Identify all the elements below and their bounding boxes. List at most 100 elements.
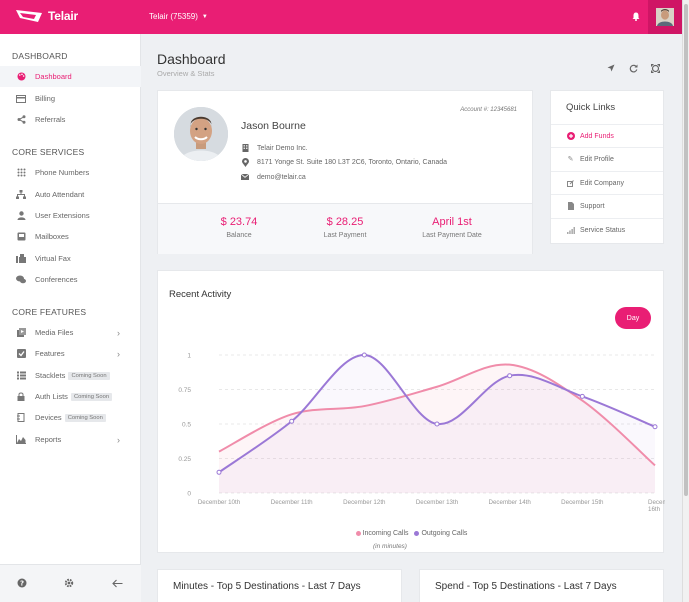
chevron-right-icon: › bbox=[117, 327, 120, 338]
sidebar-item-referrals[interactable]: Referrals bbox=[0, 109, 141, 130]
map-marker-icon bbox=[241, 157, 249, 167]
activity-chart: 0 0.25 0.5 0.75 1 December 10th December 11th D… bbox=[178, 352, 665, 513]
spend-destinations-card: Spend - Top 5 Destinations - Last 7 Days bbox=[419, 569, 664, 602]
sidebar-item-user-extensions[interactable]: User Extensions bbox=[0, 205, 141, 226]
caret-down-icon: ▼ bbox=[201, 13, 208, 20]
recent-activity-title: Recent Activity bbox=[169, 289, 232, 300]
legend-item-incoming[interactable]: Incoming Calls bbox=[355, 530, 409, 537]
data-point bbox=[361, 352, 367, 358]
x-tick-label: December 12th bbox=[343, 499, 386, 506]
quick-link-add-funds[interactable]: Add Funds bbox=[551, 124, 663, 147]
stat-value: $ 28.25 bbox=[326, 216, 364, 228]
quick-links-card: Quick Links Add Funds ✎ Edit Profile Edi… bbox=[550, 90, 664, 244]
series-area-outgoing bbox=[219, 354, 655, 493]
quick-link-service-status[interactable]: Service Status bbox=[551, 218, 663, 241]
scrollbar-thumb[interactable] bbox=[684, 4, 688, 496]
location-arrow-icon[interactable] bbox=[605, 62, 617, 74]
sidebar-item-label: Stacklets bbox=[35, 371, 66, 380]
sitemap-icon bbox=[15, 189, 27, 201]
lock-icon bbox=[15, 391, 27, 403]
sidebar-item-label: Reports bbox=[35, 435, 62, 444]
y-tick-label: 0.25 bbox=[178, 456, 191, 463]
signal-icon bbox=[566, 226, 575, 235]
document-icon bbox=[566, 202, 575, 211]
edit-icon bbox=[566, 179, 575, 188]
x-tick-label: December 11th bbox=[271, 499, 313, 506]
sidebar-section-core-features: CORE FEATURES bbox=[12, 307, 87, 317]
profile-company: Telair Demo Inc. bbox=[241, 144, 308, 152]
help-icon[interactable]: ? bbox=[15, 576, 29, 590]
chart-units: (in minutes) bbox=[373, 543, 407, 550]
palette-icon bbox=[15, 71, 27, 83]
collapse-sidebar-icon[interactable] bbox=[110, 576, 124, 590]
sidebar-item-mailboxes[interactable]: Mailboxes bbox=[0, 226, 141, 247]
gear-icon[interactable] bbox=[62, 576, 76, 590]
chat-icon bbox=[15, 274, 27, 286]
x-tick-label-wrap: 16th bbox=[648, 506, 661, 513]
device-icon bbox=[15, 412, 27, 424]
sidebar-item-conferences[interactable]: Conferences bbox=[0, 269, 141, 290]
inbox-icon bbox=[15, 231, 27, 243]
refresh-icon[interactable] bbox=[627, 62, 639, 74]
x-tick-label: December 10th bbox=[198, 499, 241, 506]
sidebar-item-dashboard[interactable]: Dashboard bbox=[0, 66, 141, 87]
page-scrollbar[interactable] bbox=[682, 0, 689, 602]
coming-soon-badge: Coming Soon bbox=[64, 413, 106, 422]
range-day-button[interactable]: Day bbox=[615, 307, 651, 329]
quick-link-support[interactable]: Support bbox=[551, 194, 663, 217]
y-tick-label: 0 bbox=[187, 491, 191, 498]
stat-value: April 1st bbox=[432, 216, 472, 228]
sidebar-item-auto-attendant[interactable]: Auto Attendant bbox=[0, 184, 141, 205]
profile-email: demo@telair.ca bbox=[241, 173, 306, 181]
account-switcher[interactable]: Telair (75359) ▼ bbox=[149, 12, 208, 21]
sidebar-item-label: Devices bbox=[35, 413, 62, 422]
chart-legend: Incoming Calls Outgoing Calls bbox=[158, 530, 665, 537]
sidebar-item-virtual-fax[interactable]: Virtual Fax bbox=[0, 248, 141, 269]
envelope-icon bbox=[241, 173, 249, 181]
quick-link-label: Edit Company bbox=[580, 179, 624, 187]
coming-soon-badge: Coming Soon bbox=[70, 392, 113, 401]
legend-label: Outgoing Calls bbox=[421, 530, 468, 537]
profile-address: 8171 Yonge St. Suite 180 L3T 2C6, Toront… bbox=[241, 157, 447, 167]
fullscreen-icon[interactable] bbox=[649, 62, 661, 74]
sidebar-item-label: Conferences bbox=[35, 275, 78, 284]
share-icon bbox=[15, 114, 27, 126]
bell-icon[interactable] bbox=[631, 10, 641, 22]
sidebar-item-devices[interactable]: Devices Coming Soon bbox=[0, 407, 141, 428]
sidebar-item-label: Dashboard bbox=[35, 72, 72, 81]
credit-card-icon bbox=[15, 93, 27, 105]
quick-link-edit-company[interactable]: Edit Company bbox=[551, 171, 663, 194]
sidebar-item-label: Referrals bbox=[35, 115, 66, 124]
legend-item-outgoing[interactable]: Outgoing Calls bbox=[414, 530, 467, 537]
company-name: Telair Demo Inc. bbox=[257, 144, 308, 152]
card-title: Minutes - Top 5 Destinations - Last 7 Da… bbox=[173, 581, 361, 592]
logo[interactable]: Telair bbox=[14, 9, 78, 23]
data-point bbox=[216, 469, 222, 475]
avatar bbox=[656, 8, 674, 26]
sidebar-item-label: Features bbox=[35, 349, 65, 358]
profile-card: Jason Bourne Account #: 12345681 Telair … bbox=[157, 90, 533, 254]
user-avatar-button[interactable] bbox=[648, 0, 682, 34]
x-tick-label: December bbox=[648, 499, 665, 506]
quick-link-edit-profile[interactable]: ✎ Edit Profile bbox=[551, 147, 663, 170]
stat-label: Last Payment Date bbox=[422, 232, 482, 239]
email-text: demo@telair.ca bbox=[257, 173, 306, 181]
sidebar-item-label: Auto Attendant bbox=[35, 190, 85, 199]
card-title: Spend - Top 5 Destinations - Last 7 Days bbox=[435, 581, 617, 592]
stat-balance: $ 23.74 Balance bbox=[184, 216, 294, 239]
chevron-right-icon: › bbox=[117, 348, 120, 359]
sidebar-item-stacklets[interactable]: Stacklets Coming Soon bbox=[0, 365, 141, 386]
list-icon bbox=[15, 370, 27, 382]
sidebar-item-phone-numbers[interactable]: Phone Numbers bbox=[0, 162, 141, 183]
sidebar-item-reports[interactable]: Reports › bbox=[0, 429, 141, 450]
data-point bbox=[579, 393, 585, 399]
page-title: Dashboard bbox=[157, 51, 226, 67]
sidebar-item-auth-lists[interactable]: Auth Lists Coming Soon bbox=[0, 386, 141, 407]
stat-last-payment: $ 28.25 Last Payment bbox=[290, 216, 400, 239]
sidebar-item-media-files[interactable]: Media Files › bbox=[0, 322, 141, 343]
checkbox-icon bbox=[15, 348, 27, 360]
stat-value: $ 23.74 bbox=[220, 216, 258, 228]
sidebar-item-billing[interactable]: Billing bbox=[0, 88, 141, 109]
sidebar-item-features[interactable]: Features › bbox=[0, 343, 141, 364]
user-icon bbox=[15, 210, 27, 222]
